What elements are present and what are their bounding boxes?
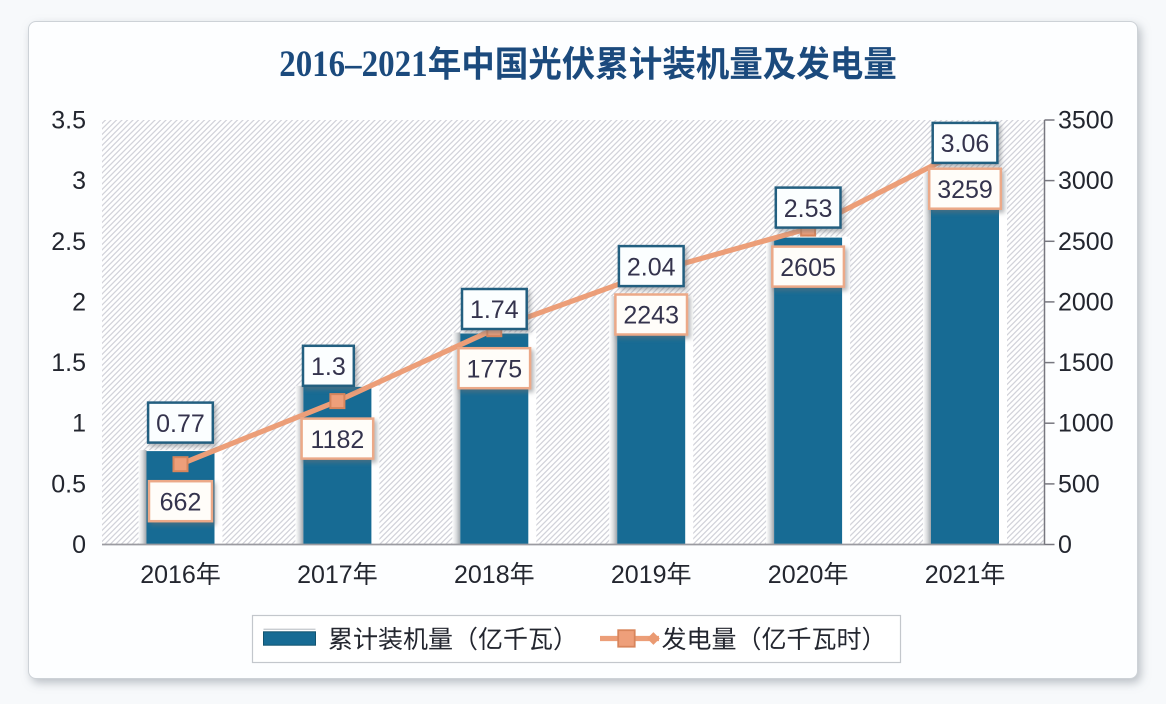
svg-text:2000: 2000	[1058, 288, 1114, 316]
svg-text:2016–2021: 2016–2021	[279, 43, 427, 84]
svg-text:3259: 3259	[937, 176, 993, 204]
svg-text:1.3: 1.3	[311, 353, 346, 381]
svg-text:2016: 2016	[140, 561, 196, 589]
svg-text:2019: 2019	[611, 561, 667, 589]
svg-text:2.53: 2.53	[784, 195, 833, 223]
svg-text:662: 662	[160, 488, 202, 516]
svg-text:2605: 2605	[780, 254, 836, 282]
svg-text:0: 0	[1058, 531, 1072, 559]
svg-text:2500: 2500	[1058, 228, 1114, 256]
svg-text:3000: 3000	[1058, 167, 1114, 195]
svg-text:0.77: 0.77	[156, 410, 205, 438]
svg-text:2: 2	[72, 288, 86, 316]
svg-text:2243: 2243	[623, 302, 679, 330]
svg-text:1182: 1182	[311, 426, 365, 454]
svg-text:3: 3	[72, 167, 86, 195]
svg-text:0.5: 0.5	[51, 470, 86, 498]
svg-text:0: 0	[72, 531, 86, 559]
svg-text:3.06: 3.06	[941, 130, 990, 158]
svg-text:2018: 2018	[454, 561, 510, 589]
svg-text:2021: 2021	[925, 561, 981, 589]
svg-text:3500: 3500	[1058, 107, 1114, 135]
svg-text:1500: 1500	[1058, 349, 1114, 377]
svg-text:1775: 1775	[466, 355, 522, 383]
svg-text:2.5: 2.5	[51, 228, 86, 256]
svg-text:1.5: 1.5	[51, 349, 86, 377]
svg-text:2017: 2017	[297, 561, 353, 589]
svg-text:500: 500	[1058, 470, 1100, 498]
svg-text:1.74: 1.74	[470, 296, 519, 324]
svg-text:2020: 2020	[768, 561, 824, 589]
svg-text:1000: 1000	[1058, 410, 1114, 438]
svg-text:2.04: 2.04	[627, 253, 676, 281]
svg-text:3.5: 3.5	[51, 107, 86, 135]
svg-text:1: 1	[72, 410, 86, 438]
